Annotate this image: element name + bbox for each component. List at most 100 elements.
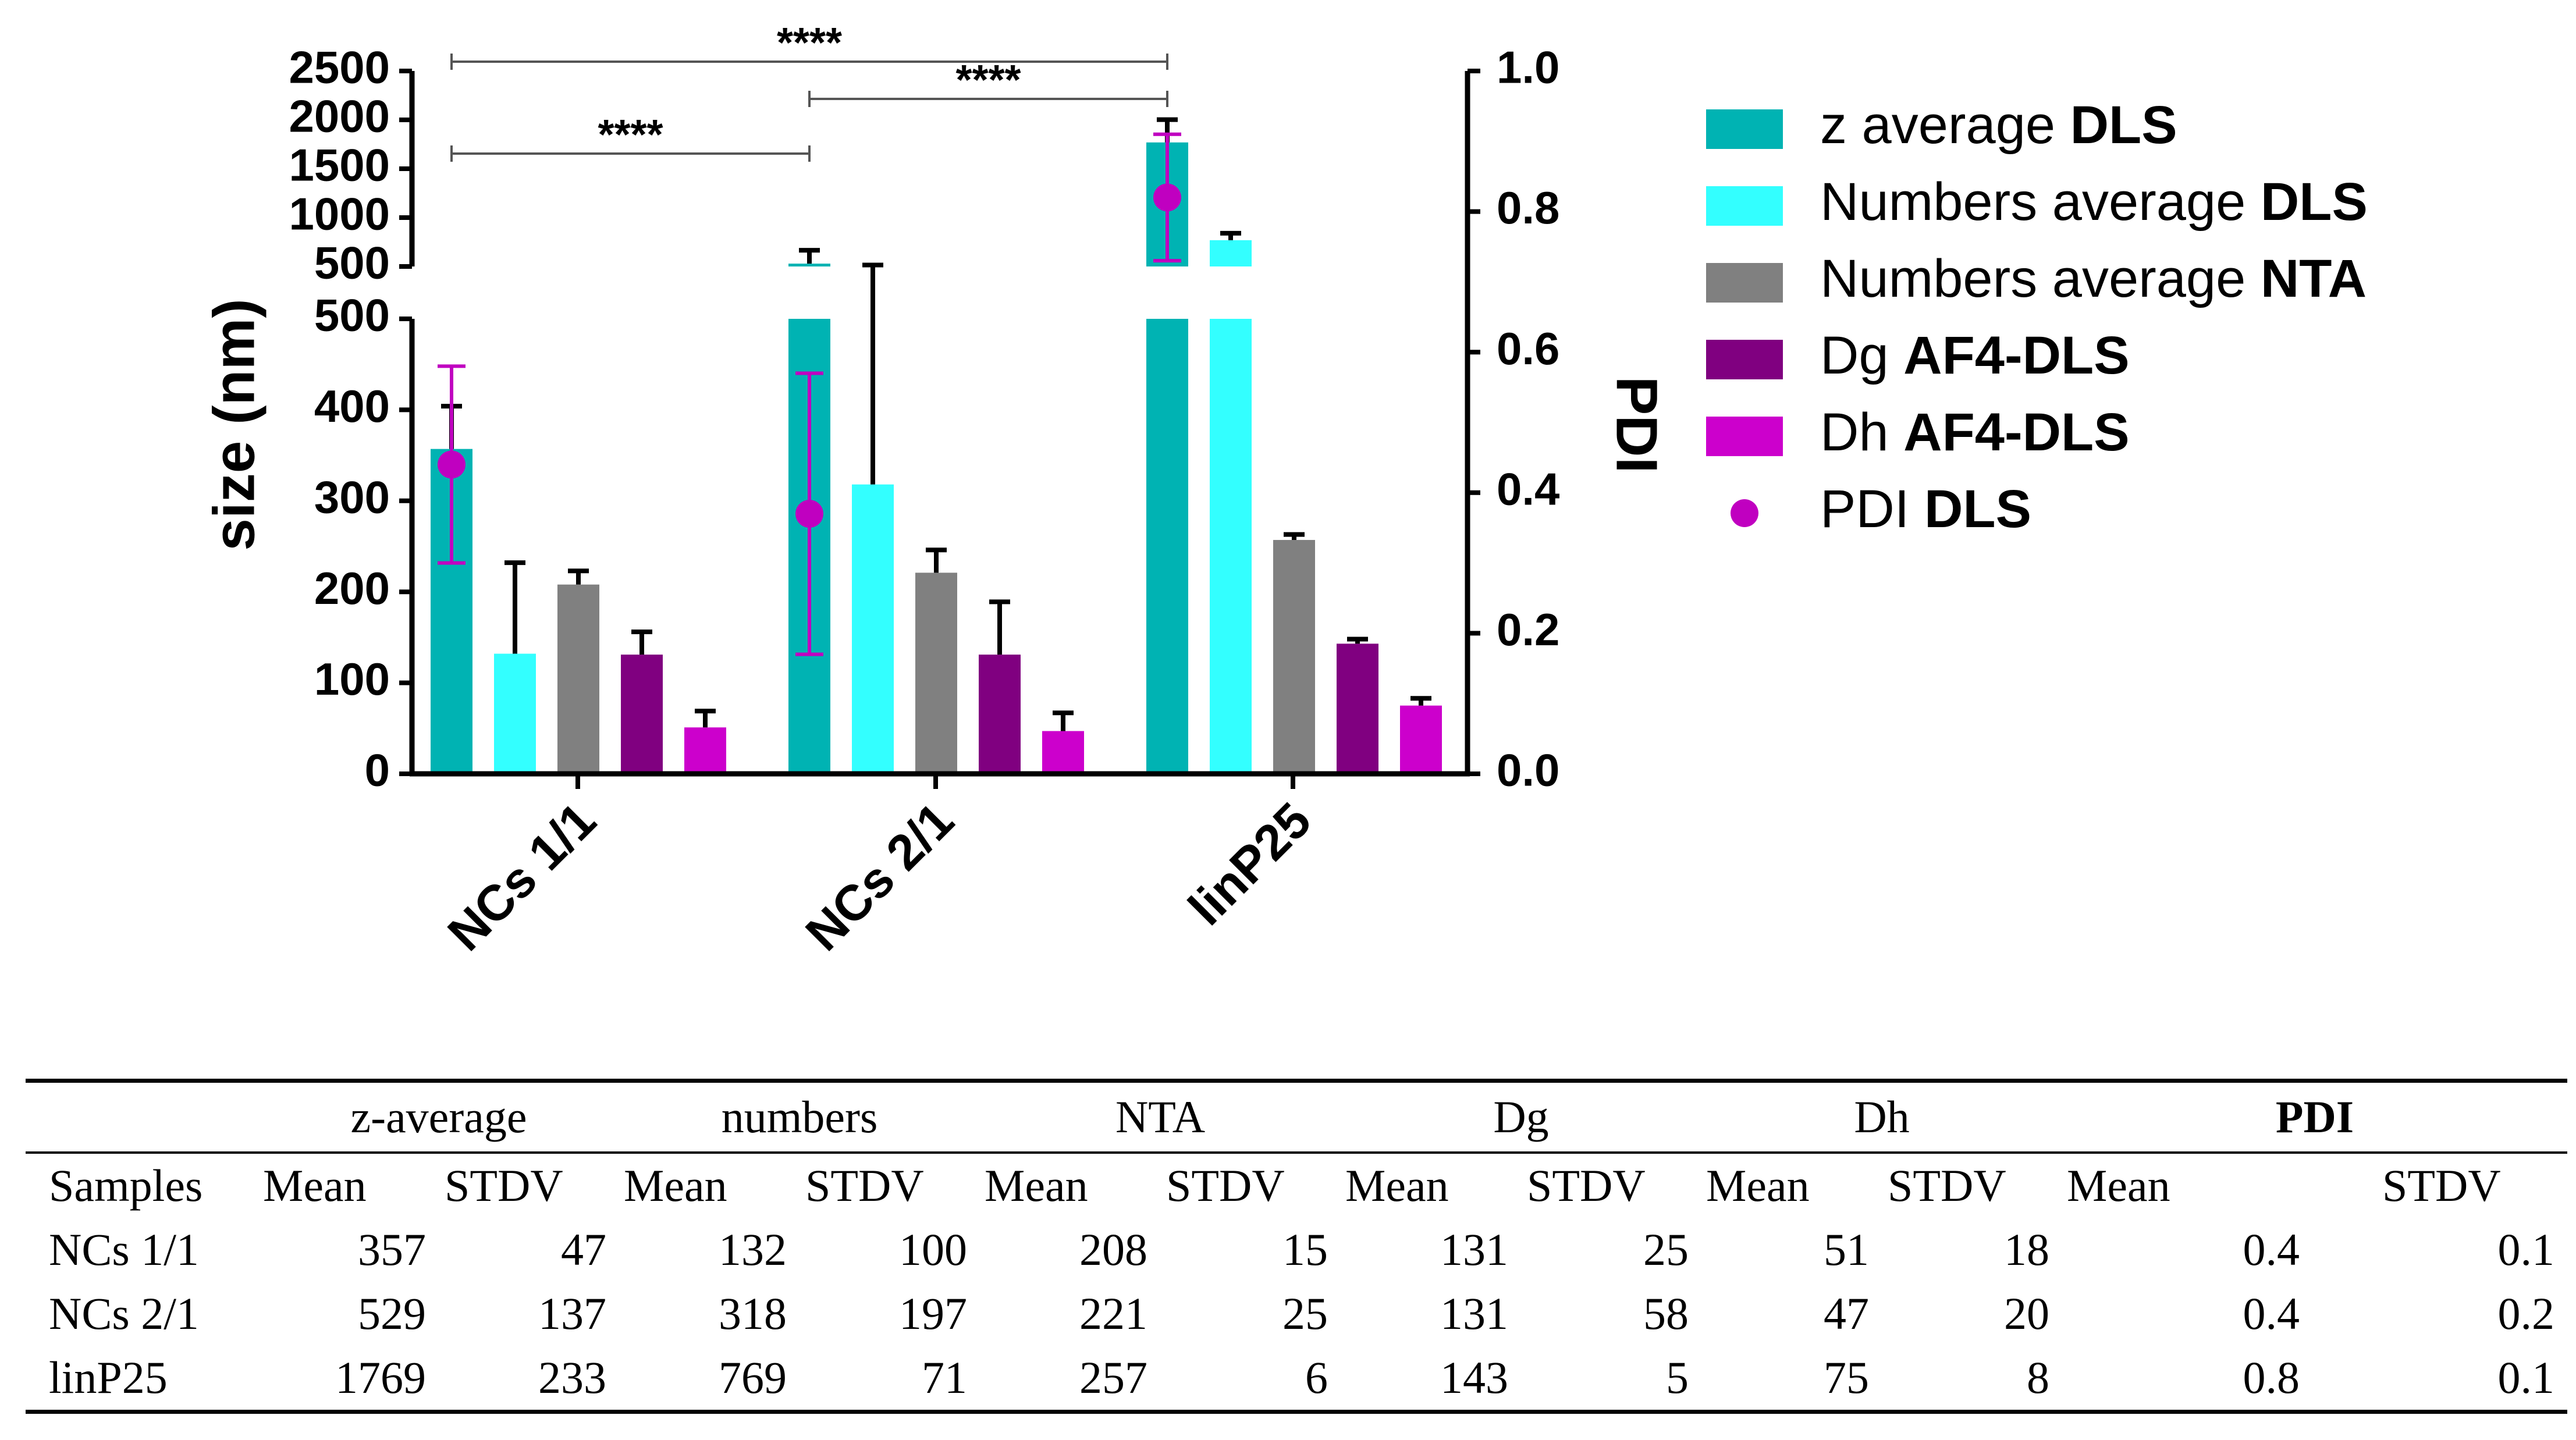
table-col-header: STDV	[2382, 1160, 2501, 1211]
table-cell: 0.1	[2312, 1346, 2567, 1414]
table-cell: 8	[1882, 1346, 2062, 1414]
y2-axis-title: PDI	[1604, 376, 1669, 474]
table-group-header: Dh	[1701, 1079, 2062, 1154]
table-cell: 25	[1643, 1224, 1689, 1275]
table-cell: 357	[358, 1224, 426, 1275]
table-col-header: STDV	[1166, 1160, 1285, 1211]
bar-numbers-average-nta	[1273, 540, 1315, 774]
bar-dh-af4-dls	[1400, 705, 1442, 774]
bars-layer	[431, 142, 1442, 774]
bar-numbers-average-nta	[915, 573, 957, 774]
error-bars-layer	[441, 117, 1431, 731]
legend-label-name: PDI	[1820, 479, 1924, 539]
table-col-header: Mean	[2067, 1160, 2170, 1211]
legend-label-method: NTA	[2261, 249, 2367, 308]
y2-ticks: 0.0 0.2 0.4 0.6 0.8 1.0	[1468, 42, 1559, 796]
y-tick-label: 200	[314, 563, 390, 614]
table-cell: 71	[800, 1346, 980, 1414]
summary-table: z-average numbers NTA Dg Dh PDI Samples …	[26, 1079, 2567, 1414]
table-cell: 75	[1701, 1346, 1882, 1414]
y-ticks-lower: 0 100 200 300 400 500	[314, 290, 412, 796]
x-ticks: NCs 1/1 NCs 2/1 linP25	[438, 774, 1321, 962]
table-col-header: STDV	[805, 1160, 924, 1211]
table-cell-sample: linP25	[26, 1346, 258, 1414]
table-cell: 197	[899, 1288, 967, 1339]
table-cell: 1769	[258, 1346, 439, 1414]
table-cell: 137	[538, 1288, 606, 1339]
y2-tick-label: 0.0	[1497, 745, 1559, 796]
table-cell: 221	[1079, 1288, 1147, 1339]
bar-numbers-average-dls-upper	[1210, 240, 1252, 266]
table-cell: 529	[358, 1288, 426, 1339]
legend-swatch	[1706, 186, 1783, 226]
table-group-header: NTA	[980, 1079, 1341, 1154]
table-cell: 47	[561, 1224, 606, 1275]
y-tick-label: 500	[314, 290, 390, 341]
table-cell-sample: NCs 2/1	[49, 1288, 199, 1339]
bar-numbers-average-dls	[494, 653, 536, 774]
table-cell: 0.1	[2497, 1224, 2555, 1275]
table-cell: 25	[1282, 1288, 1328, 1339]
table-cell: 208	[1079, 1224, 1147, 1275]
significance-label: ****	[955, 57, 1021, 104]
legend-label-name: z average	[1820, 95, 2070, 155]
significance-label: ****	[777, 20, 842, 66]
bar-dg-af4-dls	[1337, 643, 1378, 774]
bar-dh-af4-dls	[684, 727, 726, 774]
table-cell: 20	[2004, 1288, 2049, 1339]
x-tick-label: NCs 2/1	[795, 792, 965, 962]
y-tick-label: 2500	[289, 42, 390, 93]
y2-tick-label: 1.0	[1497, 42, 1559, 93]
significance-layer: **** **** ****	[450, 20, 1168, 162]
legend-label: Numbers average NTA	[1820, 249, 2367, 308]
legend-label: PDI DLS	[1820, 479, 2031, 539]
y-tick-label: 0	[365, 745, 390, 796]
table-group-empty	[26, 1079, 258, 1154]
y-tick-label: 500	[314, 237, 390, 289]
table-cell: 0.2	[2497, 1288, 2555, 1339]
pdi-point	[1153, 183, 1181, 212]
table-col-header: Mean	[624, 1160, 727, 1211]
table-group-header: Dg	[1341, 1079, 1701, 1154]
table-cell: 0.4	[2243, 1224, 2300, 1275]
legend-label-method: DLS	[2261, 172, 2368, 232]
legend-label: Dh AF4-DLS	[1820, 403, 2130, 462]
table-col-header: STDV	[1527, 1160, 1646, 1211]
y-tick-label: 1500	[289, 140, 390, 191]
legend-label: z average DLS	[1820, 95, 2177, 155]
table-cell: 769	[619, 1346, 800, 1414]
y2-tick-label: 0.4	[1497, 463, 1559, 514]
legend-label-method: DLS	[2070, 95, 2177, 155]
y-tick-label: 100	[314, 653, 390, 705]
bar-dg-af4-dls	[979, 655, 1021, 774]
legend-marker	[1731, 499, 1758, 527]
table-cell: 15	[1282, 1224, 1328, 1275]
bar-numbers-average-dls	[852, 484, 894, 774]
bar-dh-af4-dls	[1042, 731, 1084, 774]
y-tick-label: 2000	[289, 91, 390, 142]
bar-numbers-average-nta	[557, 584, 599, 774]
table-cell: 47	[1824, 1288, 1869, 1339]
table-col-header: Mean	[985, 1160, 1088, 1211]
table-col-header: Samples	[49, 1160, 203, 1211]
table-row: NCs 2/1 529 137 318 197 221 25 131 58 47…	[26, 1282, 2567, 1346]
legend-label-name: Dg	[1820, 326, 1903, 385]
y-tick-label: 300	[314, 471, 390, 522]
pdi-layer	[438, 132, 1181, 656]
significance-label: ****	[598, 112, 663, 158]
legend-label-name: Numbers average	[1820, 249, 2261, 308]
y-axis-title: size (nm)	[201, 298, 267, 550]
legend-label-name: Dh	[1820, 403, 1903, 462]
x-tick-label: NCs 1/1	[438, 792, 607, 962]
table-column-header-row: Samples Mean STDV Mean STDV Mean STDV Me…	[26, 1153, 2567, 1218]
table-row: linP25 1769 233 769 71 257 6 143 5 75 8 …	[26, 1346, 2567, 1414]
table-cell: 5	[1521, 1346, 1701, 1414]
table-cell: 100	[899, 1224, 967, 1275]
table-cell: 131	[1440, 1288, 1508, 1339]
table-group-header: z-average	[258, 1079, 619, 1154]
pdi-point	[795, 500, 823, 528]
y2-tick-label: 0.8	[1497, 182, 1559, 233]
legend-swatch	[1706, 263, 1783, 303]
table-col-header: Mean	[1706, 1160, 1810, 1211]
